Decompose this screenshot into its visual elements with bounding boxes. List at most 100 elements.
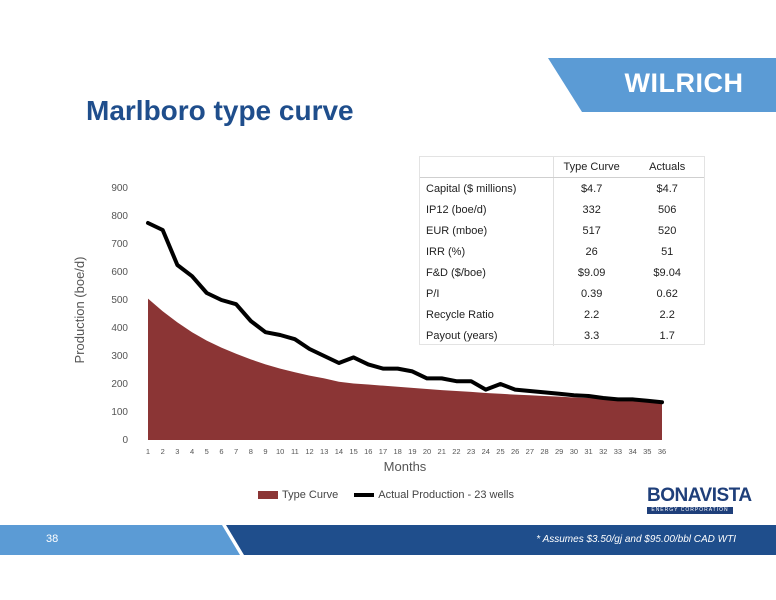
type-curve-value: 517 (552, 220, 630, 241)
x-tick-label: 13 (320, 447, 328, 456)
logo-wordmark: BONAVISTA (647, 485, 752, 506)
row-label: Recycle Ratio (426, 308, 494, 321)
row-label: EUR (mboe) (426, 224, 488, 237)
type-curve-area (148, 298, 662, 440)
x-axis-title: Months (384, 459, 427, 474)
legend-item-type-curve: Type Curve (258, 489, 338, 501)
actuals-value: $9.04 (653, 266, 681, 279)
table-row: P/I 0.39 0.62 (419, 283, 705, 304)
x-tick-label: 9 (263, 447, 267, 456)
x-tick-label: 27 (526, 447, 534, 456)
table-row: Capital ($ millions) $4.7 $4.7 (419, 177, 705, 199)
x-tick-label: 36 (658, 447, 666, 456)
x-tick-label: 25 (496, 447, 504, 456)
legend-label: Actual Production - 23 wells (378, 489, 514, 501)
table-row: EUR (mboe) 517 520 (419, 220, 705, 241)
y-tick-label: 900 (111, 183, 128, 194)
brand-banner: WILRICH (548, 58, 776, 112)
actuals-value: 1.7 (659, 329, 675, 342)
table-row: F&D ($/boe) $9.09 $9.04 (419, 262, 705, 283)
row-label: Capital ($ millions) (426, 182, 517, 195)
x-tick-label: 26 (511, 447, 519, 456)
x-tick-label: 15 (349, 447, 357, 456)
x-tick-label: 10 (276, 447, 284, 456)
actuals-value: 520 (658, 224, 677, 237)
x-tick-label: 28 (540, 447, 548, 456)
row-label: IRR (%) (426, 245, 466, 258)
x-tick-label: 4 (190, 447, 194, 456)
actuals-value: 0.62 (656, 287, 678, 300)
table-row: Payout (years) 3.3 1.7 (419, 325, 705, 346)
economics-table: Type Curve Actuals Capital ($ millions) $… (419, 156, 705, 346)
x-tick-label: 32 (599, 447, 607, 456)
x-tick-label: 17 (379, 447, 387, 456)
actuals-value: $4.7 (656, 182, 678, 195)
x-tick-label: 6 (219, 447, 223, 456)
legend-swatch-area (258, 491, 278, 499)
y-tick-label: 300 (111, 351, 128, 362)
type-curve-value: 26 (552, 241, 630, 262)
y-axis: 0 100 200 300 400 500 600 700 800 900 (111, 183, 128, 446)
page-title: Marlboro type curve (86, 95, 354, 126)
y-tick-label: 400 (111, 323, 128, 334)
x-axis: 1 2 3 4 5 6 7 8 9 10 11 12 13 14 15 16 17 18 19 20 21 22 23 24 2… (146, 447, 666, 456)
row-label: IP12 (boe/d) (426, 203, 487, 216)
x-tick-label: 1 (146, 447, 150, 456)
legend-swatch-line (354, 493, 375, 497)
x-tick-label: 8 (249, 447, 253, 456)
table-header-row: Type Curve Actuals (419, 156, 705, 178)
table-row: Recycle Ratio 2.2 2.2 (419, 304, 705, 325)
actual-production-line (146, 221, 664, 405)
legend-label: Type Curve (282, 489, 339, 501)
x-tick-label: 31 (584, 447, 592, 456)
legend-item-actual-production: Actual Production - 23 wells (354, 489, 514, 501)
x-tick-label: 16 (364, 447, 372, 456)
type-curve-value: 2.2 (552, 304, 630, 325)
y-tick-label: 700 (111, 239, 128, 250)
logo-subtitle: ENERGY CORPORATION (647, 507, 733, 514)
x-tick-label: 29 (555, 447, 563, 456)
x-tick-label: 21 (438, 447, 446, 456)
row-label: F&D ($/boe) (426, 266, 486, 279)
row-label: P/I (426, 287, 440, 300)
y-tick-label: 600 (111, 267, 128, 278)
x-tick-label: 7 (234, 447, 238, 456)
footnote: * Assumes $3.50/gj and $95.00/bbl CAD WT… (536, 534, 736, 545)
y-tick-label: 500 (111, 295, 128, 306)
x-tick-label: 22 (452, 447, 460, 456)
y-tick-label: 0 (122, 435, 128, 446)
x-tick-label: 23 (467, 447, 475, 456)
footer-bar: 38 * Assumes $3.50/gj and $95.00/bbl CAD… (0, 525, 776, 555)
actuals-value: 506 (658, 203, 677, 216)
row-label: Payout (years) (426, 329, 498, 342)
y-tick-label: 800 (111, 211, 128, 222)
actuals-value: 51 (661, 245, 674, 258)
column-header (419, 156, 554, 178)
x-tick-label: 5 (205, 447, 209, 456)
type-curve-value: $4.7 (552, 177, 630, 199)
x-tick-label: 11 (291, 447, 299, 456)
y-axis-title: Production (boe/d) (72, 257, 87, 364)
type-curve-value: 332 (552, 199, 630, 220)
company-logo: BONAVISTA ENERGY CORPORATION (647, 485, 752, 514)
x-tick-label: 18 (393, 447, 401, 456)
x-tick-label: 14 (335, 447, 343, 456)
x-tick-label: 20 (423, 447, 431, 456)
y-tick-label: 100 (111, 407, 128, 418)
footer-shape (0, 525, 776, 555)
x-tick-label: 12 (305, 447, 313, 456)
column-header-type-curve: Type Curve (552, 156, 630, 178)
x-tick-label: 24 (482, 447, 490, 456)
table-row: IRR (%) 26 51 (419, 241, 705, 262)
actuals-value: 2.2 (659, 308, 675, 321)
x-tick-label: 35 (643, 447, 651, 456)
page-number: 38 (46, 533, 59, 545)
x-tick-label: 34 (628, 447, 636, 456)
banner-shape (548, 58, 776, 112)
x-tick-label: 33 (614, 447, 622, 456)
x-tick-label: 30 (570, 447, 578, 456)
type-curve-value: $9.09 (552, 262, 630, 283)
brand-label: WILRICH (624, 68, 744, 98)
x-tick-label: 2 (161, 447, 165, 456)
